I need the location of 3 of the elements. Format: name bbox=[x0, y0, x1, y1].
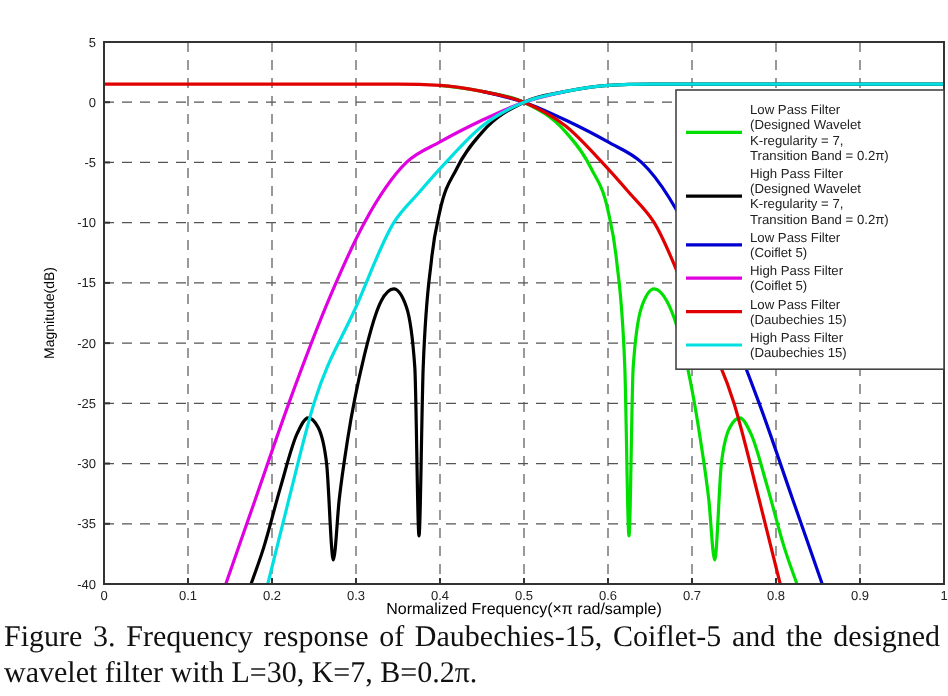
x-axis-title: Normalized Frequency(×π rad/sample) bbox=[386, 600, 663, 618]
caption: Figure 3. Frequency response of Daubechies-15, Coiflet-5 and the designed wavelet filter with L=30, K=7, B=0.2π. bbox=[4, 620, 940, 692]
line-series bbox=[224, 89, 568, 584]
